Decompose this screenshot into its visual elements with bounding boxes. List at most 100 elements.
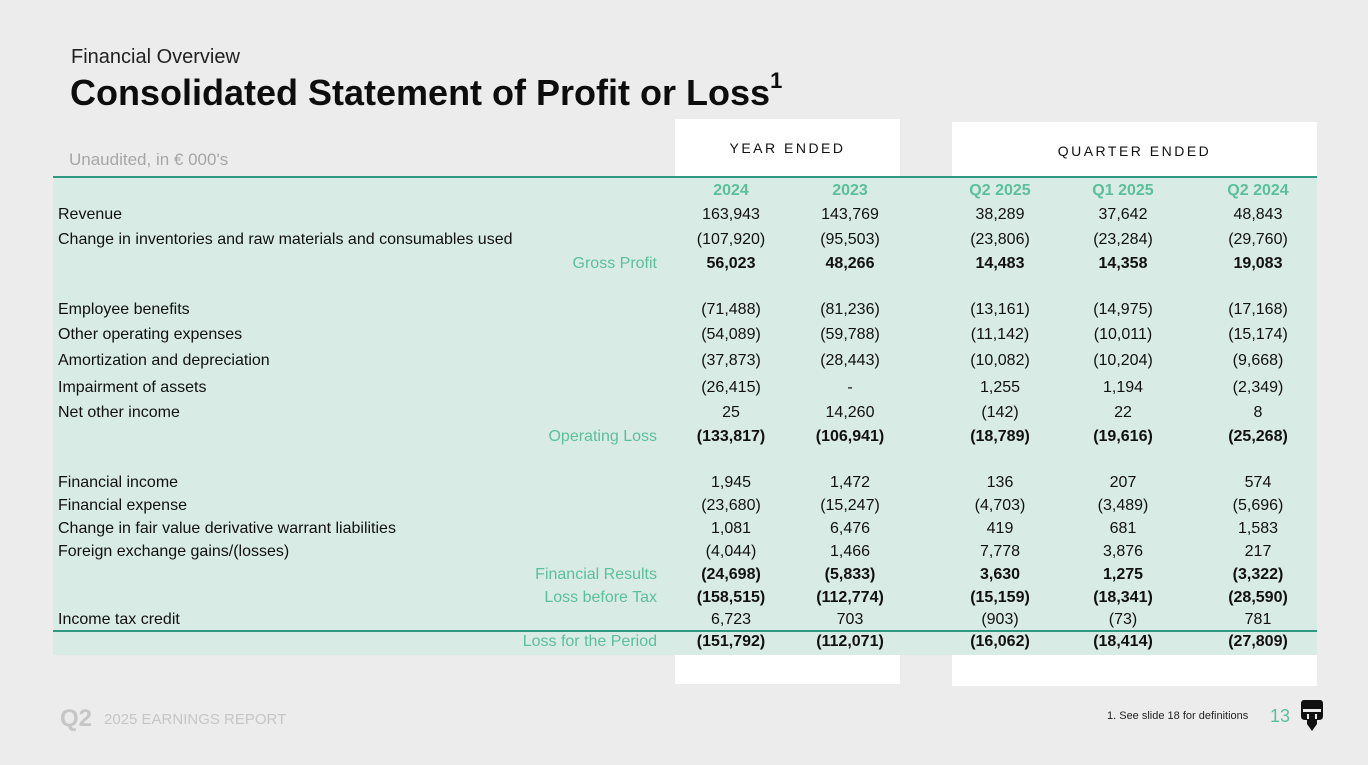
table-cell: (29,760) <box>1228 231 1288 248</box>
table-cell: 37,642 <box>1098 206 1148 223</box>
table-cell: (19,616) <box>1093 428 1153 445</box>
table-cell: (28,443) <box>820 352 880 369</box>
row-label: Impairment of assets <box>58 379 207 396</box>
table-cell: (81,236) <box>820 301 880 318</box>
page-title: Consolidated Statement of Profit or Loss… <box>70 68 782 114</box>
table-cell: (3,489) <box>1097 497 1149 514</box>
table-cell: (23,284) <box>1093 231 1153 248</box>
subtotal-label: Loss for the Period <box>522 633 657 650</box>
table-cell: (13,161) <box>970 301 1030 318</box>
row-label: Financial income <box>58 474 179 491</box>
table-cell: 1,255 <box>979 379 1021 396</box>
table-cell: 703 <box>836 611 864 628</box>
table-cell: 136 <box>986 474 1014 491</box>
table-cell: 6,476 <box>829 520 871 537</box>
table-cell: 14,483 <box>975 255 1025 272</box>
table-cell: 1,945 <box>710 474 752 491</box>
table-cell: (4,044) <box>705 543 757 560</box>
row-label: Change in fair value derivative warrant … <box>58 520 396 537</box>
table-cell: (14,975) <box>1093 301 1153 318</box>
table-cell: 38,289 <box>975 206 1025 223</box>
table-cell: 3,876 <box>1102 543 1144 560</box>
table-cell: 1,472 <box>829 474 871 491</box>
table-cell: (2,349) <box>1232 379 1284 396</box>
table-cell: 19,083 <box>1233 255 1283 272</box>
table-cell: (10,082) <box>970 352 1030 369</box>
table-cell: 7,778 <box>979 543 1021 560</box>
table-cell: (15,159) <box>970 589 1030 606</box>
table-cell: (11,142) <box>970 326 1030 343</box>
row-label: Employee benefits <box>58 301 190 318</box>
unaudited-note: Unaudited, in € 000's <box>69 150 229 169</box>
table-cell: (5,833) <box>824 566 876 583</box>
subtotal-label: Gross Profit <box>572 255 657 272</box>
row-label: Revenue <box>58 206 123 223</box>
table-cell: (23,806) <box>970 231 1030 248</box>
row-label: Other operating expenses <box>58 326 243 343</box>
year-column-footer <box>675 655 900 684</box>
table-cell: 217 <box>1244 543 1272 560</box>
row-label: Net other income <box>58 404 180 421</box>
table-cell: (15,174) <box>1228 326 1288 343</box>
year-ended-label: YEAR ENDED <box>729 140 846 156</box>
row-label: Foreign exchange gains/(losses) <box>58 543 290 560</box>
table-cell: 574 <box>1244 474 1272 491</box>
row-label: Financial expense <box>58 497 187 514</box>
table-cell: (106,941) <box>815 428 885 445</box>
column-header: 2024 <box>713 182 749 199</box>
table-top-rule <box>53 176 1317 178</box>
table-cell: (73) <box>1108 611 1138 628</box>
table-cell: (107,920) <box>696 231 766 248</box>
table-cell: (37,873) <box>701 352 761 369</box>
quarter-column-footer <box>952 655 1317 686</box>
table-cell: (10,011) <box>1093 326 1153 343</box>
quarter-ended-header: QUARTER ENDED <box>952 122 1317 177</box>
footnote: 1. See slide 18 for definitions <box>1107 710 1249 722</box>
table-cell: 25 <box>722 404 740 421</box>
page-title-text: Consolidated Statement of Profit or Loss <box>70 72 771 113</box>
table-cell: 48,843 <box>1233 206 1283 223</box>
table-cell: 1,275 <box>1102 566 1144 583</box>
table-cell: (27,809) <box>1228 633 1288 650</box>
footer-quarter: Q2 <box>60 705 93 732</box>
table-cell: (28,590) <box>1228 589 1288 606</box>
table-cell: 143,769 <box>821 206 879 223</box>
footer-report-title: 2025 EARNINGS REPORT <box>104 711 287 728</box>
table-cell: (59,788) <box>820 326 880 343</box>
table-cell: (25,268) <box>1228 428 1288 445</box>
table-cell: 8 <box>1253 404 1263 421</box>
table-cell: 681 <box>1109 520 1137 537</box>
column-header: Q2 2024 <box>1227 182 1289 199</box>
table-cell: (158,515) <box>696 589 766 606</box>
table-cell: 1,583 <box>1237 520 1279 537</box>
table-cell: (23,680) <box>701 497 761 514</box>
table-cell: (16,062) <box>970 633 1030 650</box>
table-cell: (5,696) <box>1232 497 1284 514</box>
table-cell: (26,415) <box>701 379 761 396</box>
table-cell: 6,723 <box>710 611 752 628</box>
financial-table <box>53 177 1317 655</box>
table-total-rule <box>53 630 1317 632</box>
column-header: Q2 2025 <box>969 182 1031 199</box>
table-cell: (15,247) <box>820 497 880 514</box>
table-cell: (112,774) <box>816 589 884 606</box>
column-header: Q1 2025 <box>1092 182 1154 199</box>
table-cell: (24,698) <box>701 566 761 583</box>
table-cell: (4,703) <box>974 497 1026 514</box>
row-label: Amortization and depreciation <box>58 352 270 369</box>
table-cell: (9,668) <box>1232 352 1284 369</box>
page-number: 13 <box>1270 706 1291 726</box>
table-cell: 48,266 <box>825 255 875 272</box>
subtotal-label: Operating Loss <box>548 428 657 445</box>
table-cell: (54,089) <box>701 326 761 343</box>
table-cell: (112,071) <box>816 633 884 650</box>
table-cell: 14,260 <box>825 404 875 421</box>
table-cell: (18,341) <box>1093 589 1153 606</box>
row-label: Income tax credit <box>58 611 180 628</box>
table-cell: 419 <box>986 520 1014 537</box>
table-cell: - <box>847 379 853 396</box>
table-cell: (17,168) <box>1228 301 1288 318</box>
table-cell: 1,194 <box>1102 379 1144 396</box>
table-cell: (10,204) <box>1093 352 1153 369</box>
table-cell: 3,630 <box>979 566 1021 583</box>
